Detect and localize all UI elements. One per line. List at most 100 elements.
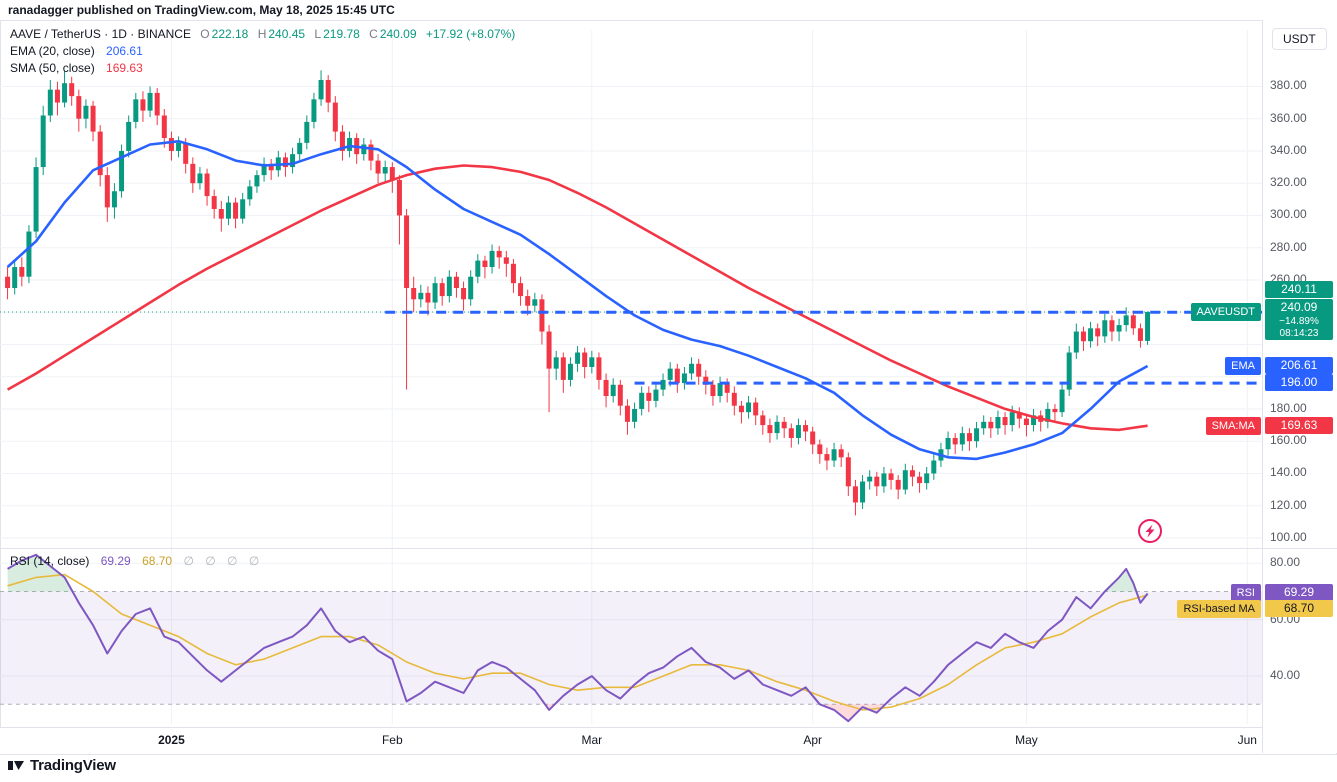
candle-down	[753, 402, 759, 416]
candle-up	[1045, 408, 1051, 422]
candle-down	[183, 142, 189, 164]
candle-down	[204, 173, 210, 197]
candle-down	[817, 444, 823, 455]
candle-down	[211, 196, 217, 209]
candle-up	[639, 392, 645, 409]
candle-up	[860, 481, 866, 503]
high-label: H	[257, 27, 267, 41]
candle-up	[40, 115, 46, 168]
sma-legend-row[interactable]: SMA (50, close) 169.63	[10, 60, 515, 77]
price-axis[interactable]: USDT 380.00 360.00 340.00 320.00 300.00 280.0…	[1262, 20, 1337, 753]
tradingview-footer[interactable]: TradingView	[8, 757, 116, 774]
candle-up	[831, 449, 837, 461]
candle-down	[1023, 418, 1029, 426]
candle-down	[1016, 412, 1022, 419]
candle-down	[767, 425, 773, 434]
candle-up	[1031, 415, 1037, 426]
rsi-ma-tag: RSI-based MA	[1177, 600, 1261, 619]
flash-icon[interactable]	[1135, 516, 1165, 546]
candle-up	[489, 250, 495, 268]
candle-up	[974, 428, 980, 442]
price-pane-legend: AAVE / TetherUS · 1D · BINANCE O 222.18 H…	[10, 26, 515, 77]
close-value: 240.09	[379, 27, 417, 41]
candle-up	[240, 199, 246, 219]
candle-down	[909, 470, 915, 477]
candle-up	[924, 473, 930, 484]
candle-up	[567, 363, 573, 380]
candle-up	[247, 186, 253, 200]
candle-up	[902, 470, 908, 490]
rsi-ma-line	[7, 573, 1148, 711]
published-note: ranadagger published on TradingView.com,…	[8, 3, 395, 17]
candle-down	[5, 276, 11, 288]
sma-value: 169.63	[106, 61, 143, 75]
candle-up	[532, 299, 538, 306]
candle-down	[90, 105, 96, 132]
candle-down	[453, 276, 459, 288]
candle-down	[888, 473, 894, 480]
candle-down	[375, 160, 381, 174]
rsi-tag: RSI	[1230, 584, 1261, 603]
candle-up	[774, 421, 780, 434]
tradingview-logo-icon	[8, 761, 24, 770]
candle-down	[852, 486, 858, 503]
candle-down	[539, 299, 545, 332]
candle-down	[674, 368, 680, 384]
candle-up	[83, 105, 89, 119]
candle-down	[988, 421, 994, 429]
candle-down	[1109, 320, 1115, 332]
candle-up	[981, 421, 987, 429]
candle-up	[446, 276, 452, 297]
time-tick-mar: Mar	[581, 733, 603, 747]
candle-down	[233, 202, 239, 219]
rsi-tick-label: 40.00	[1270, 668, 1301, 683]
rsi-badge: 69.29	[1265, 584, 1333, 602]
rsi-band	[0, 591, 1262, 705]
chart-canvas[interactable]	[0, 20, 1262, 753]
candle-up	[1088, 328, 1094, 342]
candle-down	[966, 433, 972, 442]
symbol-legend-row[interactable]: AAVE / TetherUS · 1D · BINANCE O 222.18 H…	[10, 26, 515, 43]
candle-down	[560, 357, 566, 380]
time-axis[interactable]: 2025 Feb Mar Apr May Jun	[0, 727, 1336, 754]
candle-up	[945, 437, 951, 450]
candle-up	[111, 191, 117, 208]
candle-up	[681, 373, 687, 384]
symbol-title: AAVE / TetherUS · 1D · BINANCE	[10, 27, 191, 41]
price-tick-label: 340.00	[1270, 142, 1307, 157]
candle-up	[589, 357, 595, 368]
candle-up	[26, 231, 32, 277]
ema-legend-row[interactable]: EMA (20, close) 206.61	[10, 43, 515, 60]
candle-up	[62, 83, 68, 103]
candle-down	[874, 476, 880, 487]
candle-down	[461, 288, 467, 300]
candle-up	[867, 476, 873, 482]
candle-up	[1116, 325, 1122, 332]
candle-down	[525, 296, 531, 306]
price-tick-label: 300.00	[1270, 207, 1307, 222]
rsi-legend-row[interactable]: RSI (14, close) 69.29 68.70 ∅ ∅ ∅ ∅	[10, 553, 263, 570]
candle-down	[1052, 408, 1058, 413]
pane-divider[interactable]	[0, 548, 1336, 549]
candle-up	[311, 99, 317, 122]
candle-up	[304, 121, 310, 143]
candle-down	[496, 250, 502, 258]
rsi-overbought-fill	[7, 554, 73, 592]
candle-up	[126, 121, 132, 151]
price-tick-label: 120.00	[1270, 497, 1307, 512]
candle-down	[332, 102, 338, 132]
candle-up	[632, 408, 638, 422]
currency-unit-button[interactable]: USDT	[1272, 28, 1327, 50]
candle-down	[76, 96, 82, 119]
ema-value: 206.61	[106, 44, 143, 58]
candle-down	[781, 421, 787, 429]
change-value: +17.92 (+8.07%)	[425, 27, 516, 41]
candle-up	[197, 173, 203, 184]
candle-down	[1130, 315, 1136, 329]
candle-down	[546, 331, 552, 369]
candle-down	[738, 405, 744, 413]
sma50-line	[6, 164, 1148, 432]
candle-up	[1066, 352, 1072, 390]
candle-down	[731, 392, 737, 406]
